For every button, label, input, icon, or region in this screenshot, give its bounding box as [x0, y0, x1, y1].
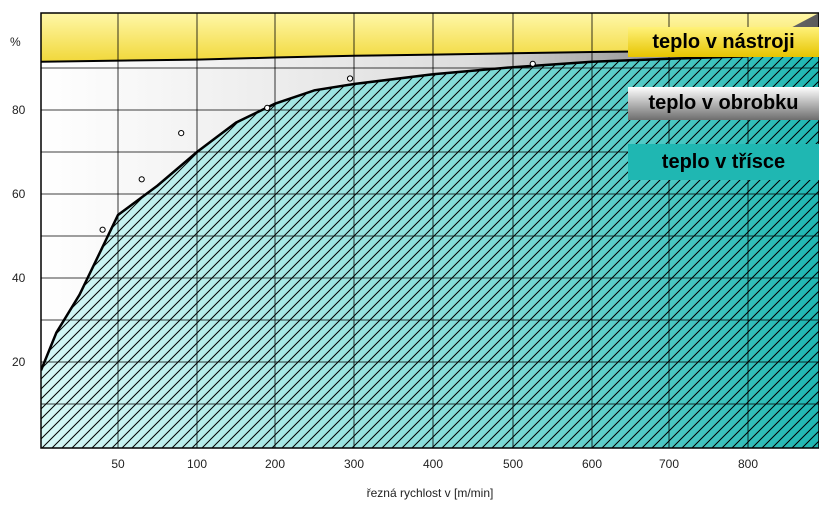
legend-item-workpiece: teplo v obrobku: [628, 87, 819, 120]
x-tick-label: 800: [738, 457, 758, 471]
data-point: [178, 130, 185, 137]
x-tick-label: 400: [423, 457, 443, 471]
series-area-chip-hatch: [41, 56, 819, 448]
x-tick-label: 600: [582, 457, 602, 471]
x-tick-label: 700: [659, 457, 679, 471]
data-point: [264, 104, 271, 112]
series-line-chip: [41, 54, 749, 371]
x-tick-label: 500: [503, 457, 523, 471]
y-tick-label: 60: [12, 187, 26, 201]
x-axis-label: řezná rychlost v [m/min]: [367, 486, 494, 500]
series-area-tool: [41, 13, 819, 62]
legend-item-chip: teplo v třísce: [628, 144, 819, 180]
y-axis-label: %: [10, 35, 21, 49]
x-tick-label: 200: [265, 457, 285, 471]
x-tick-label: 100: [187, 457, 207, 471]
data-point: [99, 226, 106, 233]
grid: [41, 13, 819, 448]
data-point: [529, 60, 536, 67]
x-tick-label: 300: [344, 457, 364, 471]
data-point: [138, 176, 145, 183]
data-point: [346, 75, 354, 82]
y-tick-label: 40: [12, 271, 26, 285]
y-tick-label: 80: [12, 103, 26, 117]
legend-item-tool: teplo v nástroji: [628, 27, 819, 57]
x-tick-label: 50: [111, 457, 125, 471]
y-tick-label: 20: [12, 355, 26, 369]
plot-frame: [40, 12, 819, 449]
